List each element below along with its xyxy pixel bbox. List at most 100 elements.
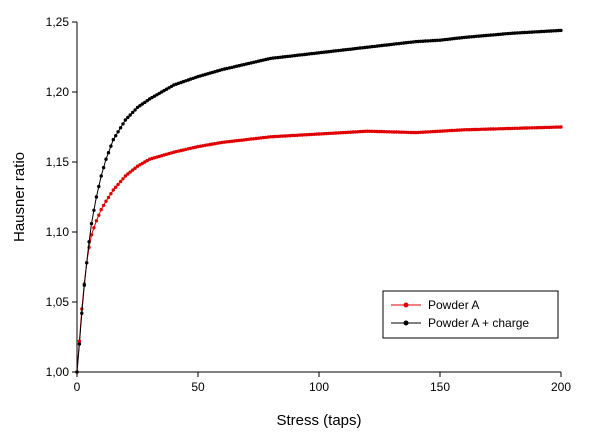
data-point [322, 50, 326, 54]
legend-label: Powder A + charge [428, 316, 529, 330]
data-point [111, 188, 116, 192]
data-point [297, 133, 302, 137]
data-point [544, 125, 549, 130]
data-point [552, 125, 556, 129]
data-point [85, 261, 89, 265]
data-point [510, 126, 515, 131]
x-tick-label: 150 [430, 380, 450, 394]
data-point [145, 99, 149, 103]
data-point [438, 129, 442, 133]
data-point [542, 125, 546, 130]
data-point [341, 130, 345, 135]
data-point [556, 28, 561, 33]
data-point [479, 34, 483, 38]
data-point [515, 31, 520, 35]
data-point [423, 130, 428, 134]
data-point [104, 157, 108, 161]
data-point [89, 233, 94, 237]
data-point [140, 102, 144, 106]
data-point [225, 140, 229, 144]
data-point [450, 128, 454, 133]
data-point [539, 125, 544, 130]
data-point [544, 29, 549, 33]
x-tick-label: 0 [74, 380, 81, 394]
data-point [334, 131, 338, 135]
data-point [501, 127, 505, 131]
data-point [94, 219, 99, 223]
data-point [89, 221, 94, 226]
data-point [116, 130, 120, 134]
data-point [535, 126, 539, 130]
data-point [532, 126, 537, 130]
data-point [123, 118, 128, 122]
x-tick-label: 200 [551, 380, 571, 394]
data-point [523, 30, 527, 35]
data-point [508, 126, 512, 131]
data-point [368, 129, 372, 133]
data-point [302, 133, 307, 137]
y-tick-label: 1,05 [46, 295, 70, 309]
data-point [435, 38, 440, 42]
data-point [126, 115, 130, 120]
data-point [327, 131, 331, 136]
data-point [549, 125, 553, 129]
data-point [114, 134, 118, 138]
data-point [426, 130, 430, 134]
data-point [404, 130, 408, 134]
data-point [121, 177, 125, 181]
data-point [99, 174, 103, 178]
data-point [339, 131, 343, 135]
data-point [539, 29, 544, 34]
data-point [530, 126, 534, 130]
data-point [477, 127, 481, 132]
data-point [515, 126, 520, 130]
data-point [397, 130, 401, 134]
data-point [278, 134, 282, 138]
data-point [363, 129, 367, 133]
y-tick-label: 1,15 [46, 155, 70, 169]
data-point [351, 130, 355, 134]
data-point [353, 130, 357, 134]
data-point [281, 134, 285, 138]
data-point [118, 179, 123, 184]
data-point [97, 184, 101, 189]
data-point [118, 126, 123, 130]
data-point [414, 130, 418, 135]
data-point [135, 105, 140, 110]
data-point [448, 128, 452, 133]
data-point [382, 130, 386, 134]
data-point [532, 30, 537, 34]
data-point [547, 125, 551, 130]
data-point [77, 342, 82, 346]
data-point [431, 129, 435, 134]
data-point [346, 47, 350, 52]
data-point [554, 125, 558, 129]
data-point [472, 127, 476, 132]
data-point [469, 127, 474, 132]
data-point [525, 126, 529, 130]
data-point [375, 129, 379, 134]
data-point [99, 207, 103, 212]
y-tick-label: 1,25 [46, 15, 70, 29]
data-point [535, 30, 539, 34]
data-point [503, 32, 507, 36]
data-point [394, 42, 399, 46]
data-point [435, 129, 440, 133]
data-point [82, 283, 87, 287]
data-point [506, 126, 510, 131]
data-point [152, 94, 157, 98]
data-point [484, 127, 488, 131]
data-point [392, 130, 396, 134]
data-point [310, 51, 314, 56]
data-point [443, 37, 447, 42]
data-point [101, 203, 106, 208]
data-point [389, 130, 394, 134]
y-tick-label: 1,20 [46, 85, 70, 99]
data-point [128, 170, 132, 174]
data-point [106, 195, 111, 200]
legend-swatch-marker [403, 320, 409, 326]
data-point [503, 126, 507, 131]
series-layer [75, 28, 563, 374]
data-point [411, 130, 416, 135]
data-point [399, 130, 403, 134]
